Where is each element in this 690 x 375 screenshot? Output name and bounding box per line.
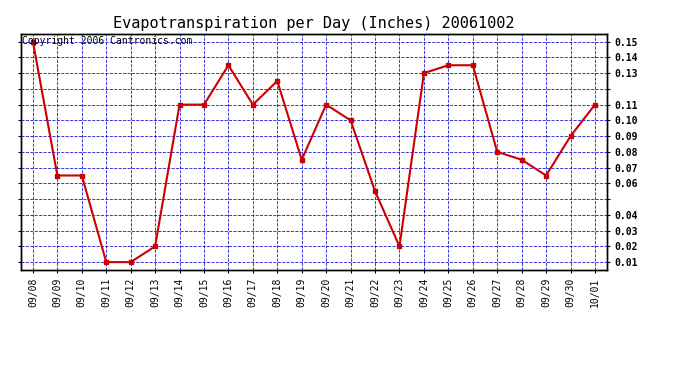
Text: Copyright 2006 Cantronics.com: Copyright 2006 Cantronics.com — [22, 36, 193, 46]
Title: Evapotranspiration per Day (Inches) 20061002: Evapotranspiration per Day (Inches) 2006… — [113, 16, 515, 31]
